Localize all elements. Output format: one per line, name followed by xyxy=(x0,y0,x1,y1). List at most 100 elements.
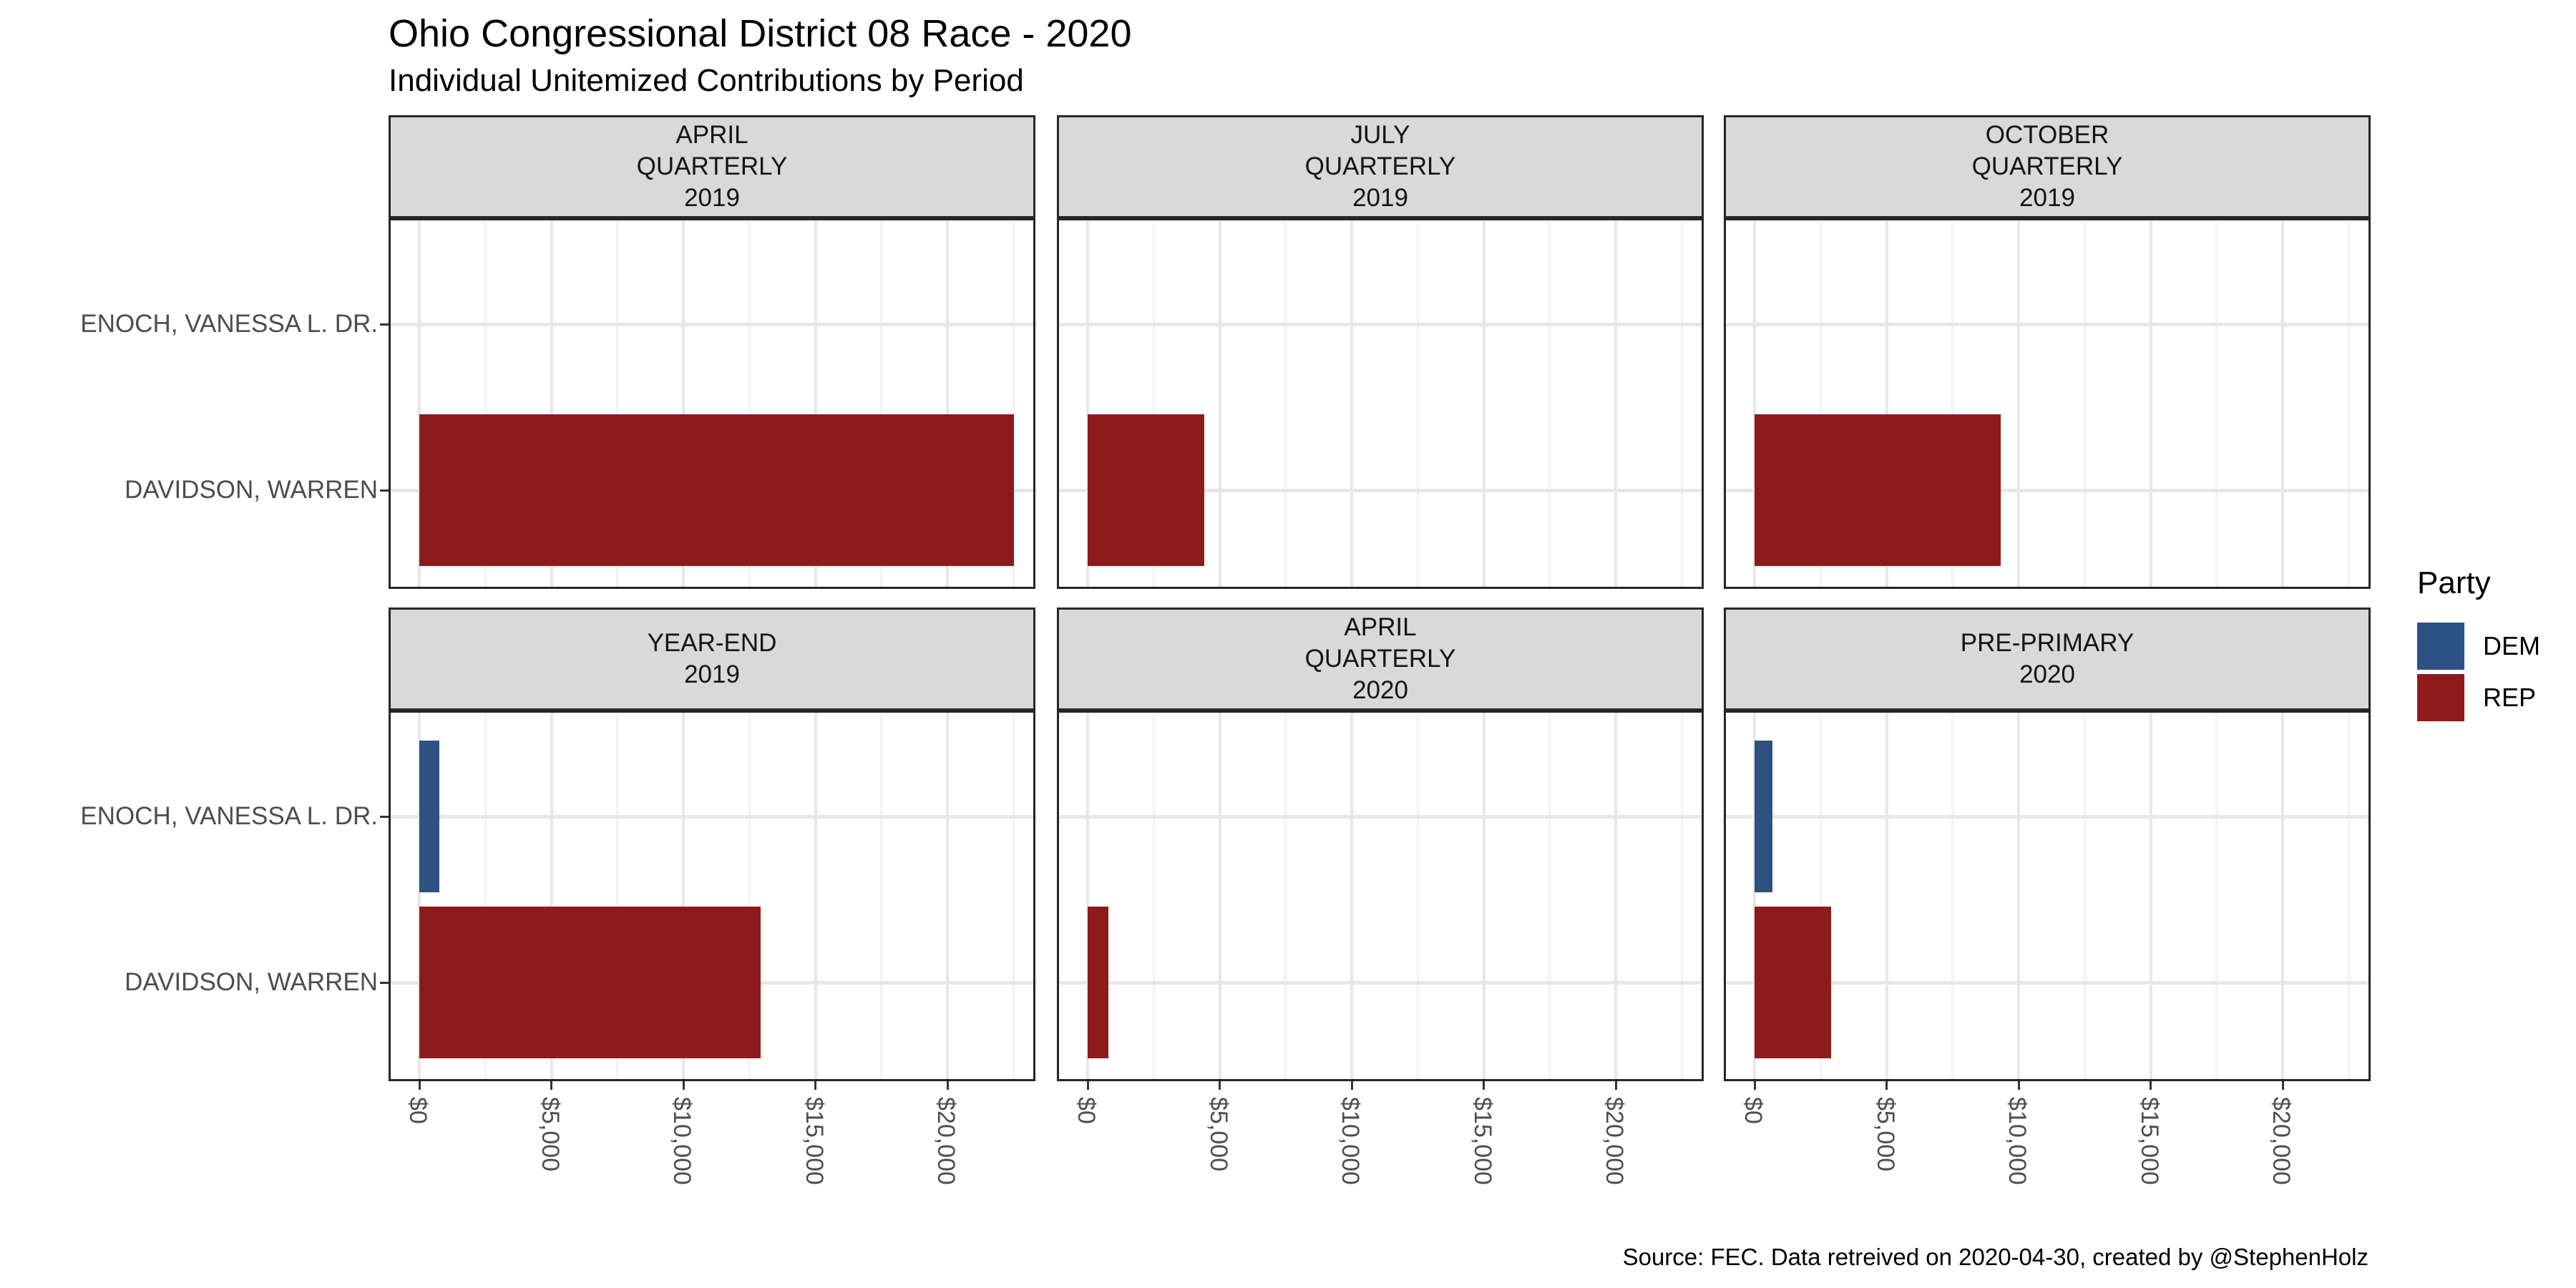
gridline-major-x xyxy=(2281,220,2284,587)
gridline-major-x xyxy=(1482,713,1485,1079)
gridline-major-y xyxy=(1726,980,2368,985)
x-tick-label: $0 xyxy=(1740,1097,1767,1124)
x-tick-label: $15,000 xyxy=(2135,1097,2163,1185)
x-tick-mark xyxy=(1219,1081,1221,1090)
gridline-major-x xyxy=(946,713,949,1079)
bar-davidson-warren-april-quarterly-2019 xyxy=(419,414,1014,566)
gridline-major-y xyxy=(1059,322,1702,326)
facet-strip-line: 2019 xyxy=(2019,184,2075,212)
x-tick-label: $10,000 xyxy=(1337,1097,1364,1185)
gridline-minor-x xyxy=(1819,713,1822,1079)
gridline-minor-x xyxy=(1416,713,1419,1079)
x-tick-mark xyxy=(418,1081,421,1090)
gridline-minor-x xyxy=(2215,713,2218,1079)
legend-keys: DEM REP xyxy=(2417,623,2540,721)
gridline-major-y xyxy=(1726,322,2368,326)
gridline-major-x xyxy=(1482,220,1485,587)
facet-strip-line: APRIL xyxy=(675,121,748,149)
gridline-minor-x xyxy=(1152,713,1155,1079)
gridline-major-x xyxy=(418,220,421,587)
gridline-major-x xyxy=(814,220,817,587)
facet-strip-line: QUARTERLY xyxy=(636,152,788,180)
bar-enoch-vanessa-l-dr-year-end-2019 xyxy=(419,741,439,892)
gridline-major-x xyxy=(550,220,553,587)
x-tick-mark xyxy=(1753,1081,1756,1090)
gridline-major-x xyxy=(946,220,949,587)
y-tick-mark xyxy=(380,815,389,818)
gridline-minor-x xyxy=(880,713,883,1079)
facet-strip-line: 2020 xyxy=(2019,660,2075,688)
gridline-minor-x xyxy=(1284,220,1287,587)
gridline-major-y xyxy=(1059,814,1702,819)
gridline-major-y xyxy=(1726,814,2368,819)
gridline-major-x xyxy=(1753,220,1756,587)
legend-label: DEM xyxy=(2483,631,2540,660)
x-tick-label: $20,000 xyxy=(932,1097,960,1185)
gridline-major-x xyxy=(1218,220,1221,587)
facet-strip-line: PRE-PRIMARY xyxy=(1960,629,2135,657)
gridline-major-x xyxy=(1885,713,1888,1079)
gridline-major-y xyxy=(1059,980,1702,985)
bar-davidson-warren-july-quarterly-2019 xyxy=(1088,414,1205,566)
bar-davidson-warren-pre-primary-2020 xyxy=(1755,907,1831,1058)
x-tick-mark xyxy=(946,1081,949,1090)
chart-title: Ohio Congressional District 08 Race - 20… xyxy=(389,12,1132,55)
gridline-major-x xyxy=(1350,220,1353,587)
legend-key-dem: DEM xyxy=(2417,623,2540,670)
facet-strip-line: JULY xyxy=(1350,121,1410,149)
gridline-major-x xyxy=(1218,713,1221,1079)
x-tick-label: $0 xyxy=(1073,1097,1100,1124)
gridline-major-x xyxy=(682,220,685,587)
facet-strip-line: 2019 xyxy=(1352,184,1408,212)
gridline-major-x xyxy=(814,713,817,1079)
facet-strip-line: 2020 xyxy=(1352,676,1408,704)
gridline-major-x xyxy=(2149,220,2152,587)
facet-strip-line: QUARTERLY xyxy=(1304,645,1456,673)
gridline-minor-x xyxy=(1548,220,1551,587)
x-tick-mark xyxy=(1614,1081,1617,1090)
y-axis-label-davidson-warren: DAVIDSON, WARREN xyxy=(125,476,378,504)
gridline-major-x xyxy=(1614,220,1617,587)
gridline-minor-x xyxy=(2083,713,2086,1079)
gridline-minor-x xyxy=(1951,713,1954,1079)
x-tick-label: $5,000 xyxy=(536,1097,564,1171)
facet-strip-line: 2019 xyxy=(684,660,740,688)
gridline-minor-x xyxy=(1680,713,1683,1079)
x-tick-mark xyxy=(814,1081,816,1090)
facet-strip-pre-primary-2020: PRE-PRIMARY 2020 xyxy=(1724,608,2371,711)
x-tick-mark xyxy=(1086,1081,1089,1090)
x-tick-label: $5,000 xyxy=(1871,1097,1899,1171)
x-tick-mark xyxy=(1350,1081,1353,1090)
facet-strip-year-end-2019: YEAR-END 2019 xyxy=(389,608,1035,711)
gridline-minor-x xyxy=(748,713,751,1079)
legend-swatch-dem xyxy=(2417,623,2464,670)
gridline-major-x xyxy=(550,713,553,1079)
x-tick-mark xyxy=(550,1081,552,1090)
gridline-minor-x xyxy=(616,220,619,587)
bar-davidson-warren-october-quarterly-2019 xyxy=(1755,414,2001,566)
legend-label: REP xyxy=(2483,683,2537,712)
facet-panel-pre-primary-2020 xyxy=(1724,711,2371,1081)
y-tick-mark xyxy=(380,489,389,492)
gridline-minor-x xyxy=(1951,220,1954,587)
gridline-major-x xyxy=(682,713,685,1079)
x-tick-mark xyxy=(1885,1081,1888,1090)
gridline-minor-x xyxy=(1680,220,1683,587)
x-tick-mark xyxy=(682,1081,685,1090)
facet-strip-line: QUARTERLY xyxy=(1304,152,1456,180)
gridline-minor-x xyxy=(748,220,751,587)
x-tick-label: $15,000 xyxy=(800,1097,828,1185)
gridline-major-x xyxy=(1614,713,1617,1079)
x-tick-label: $10,000 xyxy=(2004,1097,2031,1185)
gridline-minor-x xyxy=(484,220,487,587)
facet-strip-october-quarterly-2019: OCTOBER QUARTERLY 2019 xyxy=(1724,115,2371,218)
gridline-minor-x xyxy=(2347,220,2350,587)
gridline-major-x xyxy=(2281,713,2284,1079)
gridline-minor-x xyxy=(2215,220,2218,587)
gridline-minor-x xyxy=(1819,220,1822,587)
gridline-minor-x xyxy=(880,220,883,587)
x-tick-label: $5,000 xyxy=(1204,1097,1232,1171)
gridline-major-y xyxy=(391,322,1033,326)
legend-swatch-rep xyxy=(2417,674,2464,721)
